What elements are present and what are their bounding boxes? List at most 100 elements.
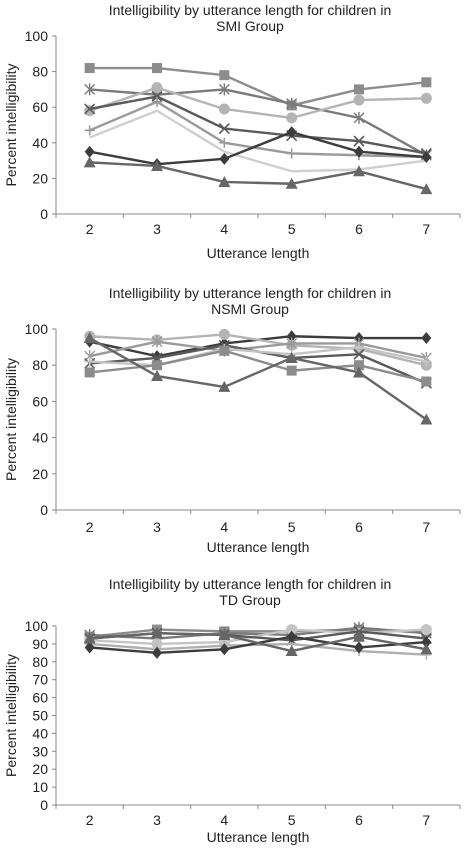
data-point xyxy=(218,122,230,135)
data-point xyxy=(286,112,298,124)
data-point xyxy=(354,360,364,371)
x-tick-label: 2 xyxy=(86,812,94,828)
data-point xyxy=(285,645,298,657)
y-tick-label: 0 xyxy=(40,206,48,222)
y-axis-label: Percent intelligibility xyxy=(3,64,19,187)
series-line xyxy=(89,345,427,367)
y-tick-label: 40 xyxy=(32,725,48,741)
series-line xyxy=(89,333,427,367)
data-point xyxy=(286,337,298,350)
data-point xyxy=(286,365,297,376)
series-line xyxy=(89,95,427,155)
chart-title-line-1: Intelligibility by utterance length for … xyxy=(108,2,392,18)
series-3 xyxy=(84,82,432,124)
y-tick-label: 30 xyxy=(32,743,48,759)
data-point xyxy=(84,125,95,136)
data-point xyxy=(84,641,95,654)
data-point xyxy=(420,413,433,425)
series-line xyxy=(89,626,427,640)
data-point xyxy=(354,145,364,158)
chart-title: Intelligibility by utterance length for … xyxy=(40,285,460,317)
data-point xyxy=(84,103,96,115)
y-tick-label: 80 xyxy=(32,357,48,373)
x-axis-label: Utterance length xyxy=(207,539,310,555)
x-tick-label: 7 xyxy=(422,519,430,535)
y-tick-label: 20 xyxy=(32,761,48,777)
data-point xyxy=(83,156,96,168)
data-point xyxy=(218,380,231,392)
data-point xyxy=(353,348,365,360)
data-point xyxy=(219,70,230,81)
data-point xyxy=(286,330,297,343)
data-point xyxy=(218,103,230,115)
data-point xyxy=(84,83,96,96)
series-line xyxy=(89,642,427,656)
x-tick-label: 6 xyxy=(355,812,363,828)
line-chart-smi: 0 20 40 60 80 100 2 3 4 5 6 7 Utterance length Percen… xyxy=(3,28,461,261)
x-tick-label: 4 xyxy=(220,221,228,237)
x-tick-label: 5 xyxy=(288,812,296,828)
y-tick-label: 60 xyxy=(32,393,48,409)
data-point xyxy=(353,630,365,642)
chart-title-line-1: Intelligibility by utterance length for … xyxy=(108,576,392,592)
x-tick-label: 3 xyxy=(153,221,161,237)
x-tick-label: 3 xyxy=(153,812,161,828)
series-6 xyxy=(89,109,427,173)
data-point xyxy=(84,367,95,378)
data-point xyxy=(219,137,230,148)
data-point xyxy=(151,638,163,650)
series-line xyxy=(89,66,427,107)
data-point xyxy=(218,328,230,340)
y-tick-label: 40 xyxy=(32,430,48,446)
data-point xyxy=(353,135,365,147)
data-point xyxy=(151,159,163,171)
data-point xyxy=(353,165,365,177)
series-1 xyxy=(84,63,432,111)
y-tick-label: 0 xyxy=(40,797,48,813)
series-line xyxy=(89,100,427,159)
data-point xyxy=(83,332,96,344)
data-point xyxy=(219,643,230,656)
chart-title-line-2: SMI Group xyxy=(216,18,284,34)
x-tick-label: 5 xyxy=(288,519,296,535)
chart-panel-nsmi: Intelligibility by utterance length for … xyxy=(0,283,474,566)
data-point xyxy=(420,624,432,636)
data-point xyxy=(218,628,231,640)
y-tick-label: 40 xyxy=(32,135,48,151)
data-point xyxy=(286,126,297,139)
data-point xyxy=(84,63,95,74)
data-point xyxy=(84,105,96,117)
data-point xyxy=(84,356,95,367)
chart-title-line-2: TD Group xyxy=(219,592,281,608)
chart-title-line-1: Intelligibility by utterance length for … xyxy=(108,285,392,301)
x-tick-label: 4 xyxy=(220,812,228,828)
x-tick-label: 2 xyxy=(86,519,94,535)
y-tick-label: 100 xyxy=(25,618,49,634)
chart-title: Intelligibility by utterance length for … xyxy=(40,2,460,34)
series-line xyxy=(89,86,427,120)
data-point xyxy=(286,630,297,643)
data-point xyxy=(84,145,95,158)
chart-title-line-2: NSMI Group xyxy=(211,301,289,317)
data-point xyxy=(353,366,365,378)
x-axis-label: Utterance length xyxy=(207,829,310,845)
y-tick-label: 20 xyxy=(32,466,48,482)
y-tick-label: 70 xyxy=(32,672,48,688)
data-point xyxy=(151,82,163,94)
data-point xyxy=(152,96,162,107)
data-point xyxy=(286,624,298,636)
data-point xyxy=(420,183,433,195)
series-line xyxy=(89,337,428,421)
data-point xyxy=(286,148,297,159)
series-line xyxy=(89,631,427,653)
data-point xyxy=(353,111,365,124)
x-tick-label: 7 xyxy=(422,812,430,828)
data-point xyxy=(421,77,432,88)
y-tick-label: 90 xyxy=(32,636,48,652)
data-point xyxy=(353,94,365,106)
data-point xyxy=(219,345,230,356)
data-point xyxy=(285,177,298,189)
data-point xyxy=(83,632,96,644)
data-point xyxy=(218,175,231,187)
